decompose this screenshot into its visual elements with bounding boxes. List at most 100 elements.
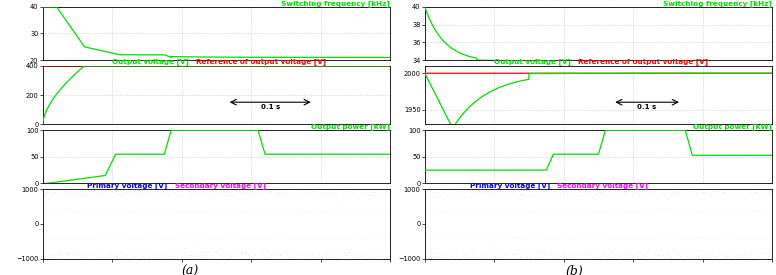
Point [424, 194, 437, 199]
Point [90, 235, 102, 239]
Point [352, 254, 364, 259]
Point [724, 256, 736, 260]
Point [516, 210, 528, 214]
Point [372, 195, 385, 199]
Point [438, 256, 450, 261]
Point [497, 210, 510, 214]
Point [300, 256, 313, 260]
Point [179, 207, 192, 211]
Point [691, 207, 704, 211]
Point [518, 208, 530, 212]
Point [362, 205, 374, 209]
Point [137, 237, 150, 241]
Point [260, 235, 272, 240]
Point [765, 234, 776, 239]
Point [302, 233, 314, 238]
Point [508, 256, 521, 260]
Point [658, 250, 670, 255]
Point [429, 251, 442, 255]
Point [335, 189, 348, 194]
Point [97, 258, 109, 262]
Point [603, 234, 615, 238]
Point [234, 237, 246, 241]
Point [218, 253, 230, 257]
Point [520, 233, 532, 237]
Point [566, 208, 579, 212]
Point [372, 238, 385, 243]
Point [637, 207, 650, 212]
Point [376, 186, 388, 191]
Point [334, 254, 346, 258]
Point [144, 234, 157, 238]
Point [676, 195, 688, 200]
Point [566, 192, 579, 197]
Point [445, 192, 458, 196]
Point [740, 250, 753, 254]
Point [230, 235, 242, 240]
Point [161, 235, 173, 240]
Point [203, 188, 215, 193]
Point [531, 235, 543, 240]
Point [85, 210, 98, 214]
Point [434, 257, 446, 261]
Point [627, 235, 639, 240]
Point [126, 192, 138, 197]
Point [163, 253, 175, 258]
Point [300, 195, 313, 200]
Point [556, 231, 568, 235]
Point [246, 186, 258, 191]
Point [566, 253, 579, 257]
Point [36, 186, 49, 191]
Point [655, 209, 667, 214]
Point [764, 191, 776, 196]
Point [207, 209, 220, 214]
Point [283, 234, 296, 239]
Point [605, 249, 618, 253]
Point [331, 233, 343, 237]
Point [699, 234, 712, 238]
Point [593, 208, 605, 213]
Point [199, 209, 212, 213]
Point [573, 254, 585, 258]
Point [688, 235, 700, 239]
Point [186, 252, 199, 256]
Point [654, 208, 667, 212]
Point [91, 209, 103, 214]
Point [742, 259, 754, 263]
Point [464, 190, 476, 195]
Point [451, 209, 463, 213]
Point [468, 190, 480, 195]
Point [729, 210, 741, 214]
Point [208, 207, 220, 211]
Point [724, 235, 736, 240]
Point [190, 235, 203, 240]
Point [442, 235, 454, 240]
Point [535, 236, 547, 240]
Point [735, 258, 747, 262]
Point [508, 235, 521, 239]
Point [317, 195, 330, 199]
Point [580, 252, 593, 256]
Point [656, 189, 669, 194]
Point [80, 207, 92, 211]
Point [305, 194, 317, 198]
Point [160, 192, 172, 196]
Point [203, 194, 216, 199]
Point [203, 235, 215, 240]
Point [248, 234, 261, 238]
Point [760, 251, 773, 256]
Point [683, 209, 695, 213]
Point [353, 235, 365, 240]
Point [679, 192, 691, 196]
Point [618, 189, 631, 194]
Point [278, 257, 290, 261]
Point [137, 255, 150, 259]
Point [588, 192, 601, 196]
Point [345, 189, 358, 194]
Point [610, 235, 622, 240]
Point [234, 250, 247, 254]
Point [543, 247, 556, 252]
Point [78, 210, 91, 214]
Point [549, 235, 561, 240]
Point [508, 235, 520, 240]
